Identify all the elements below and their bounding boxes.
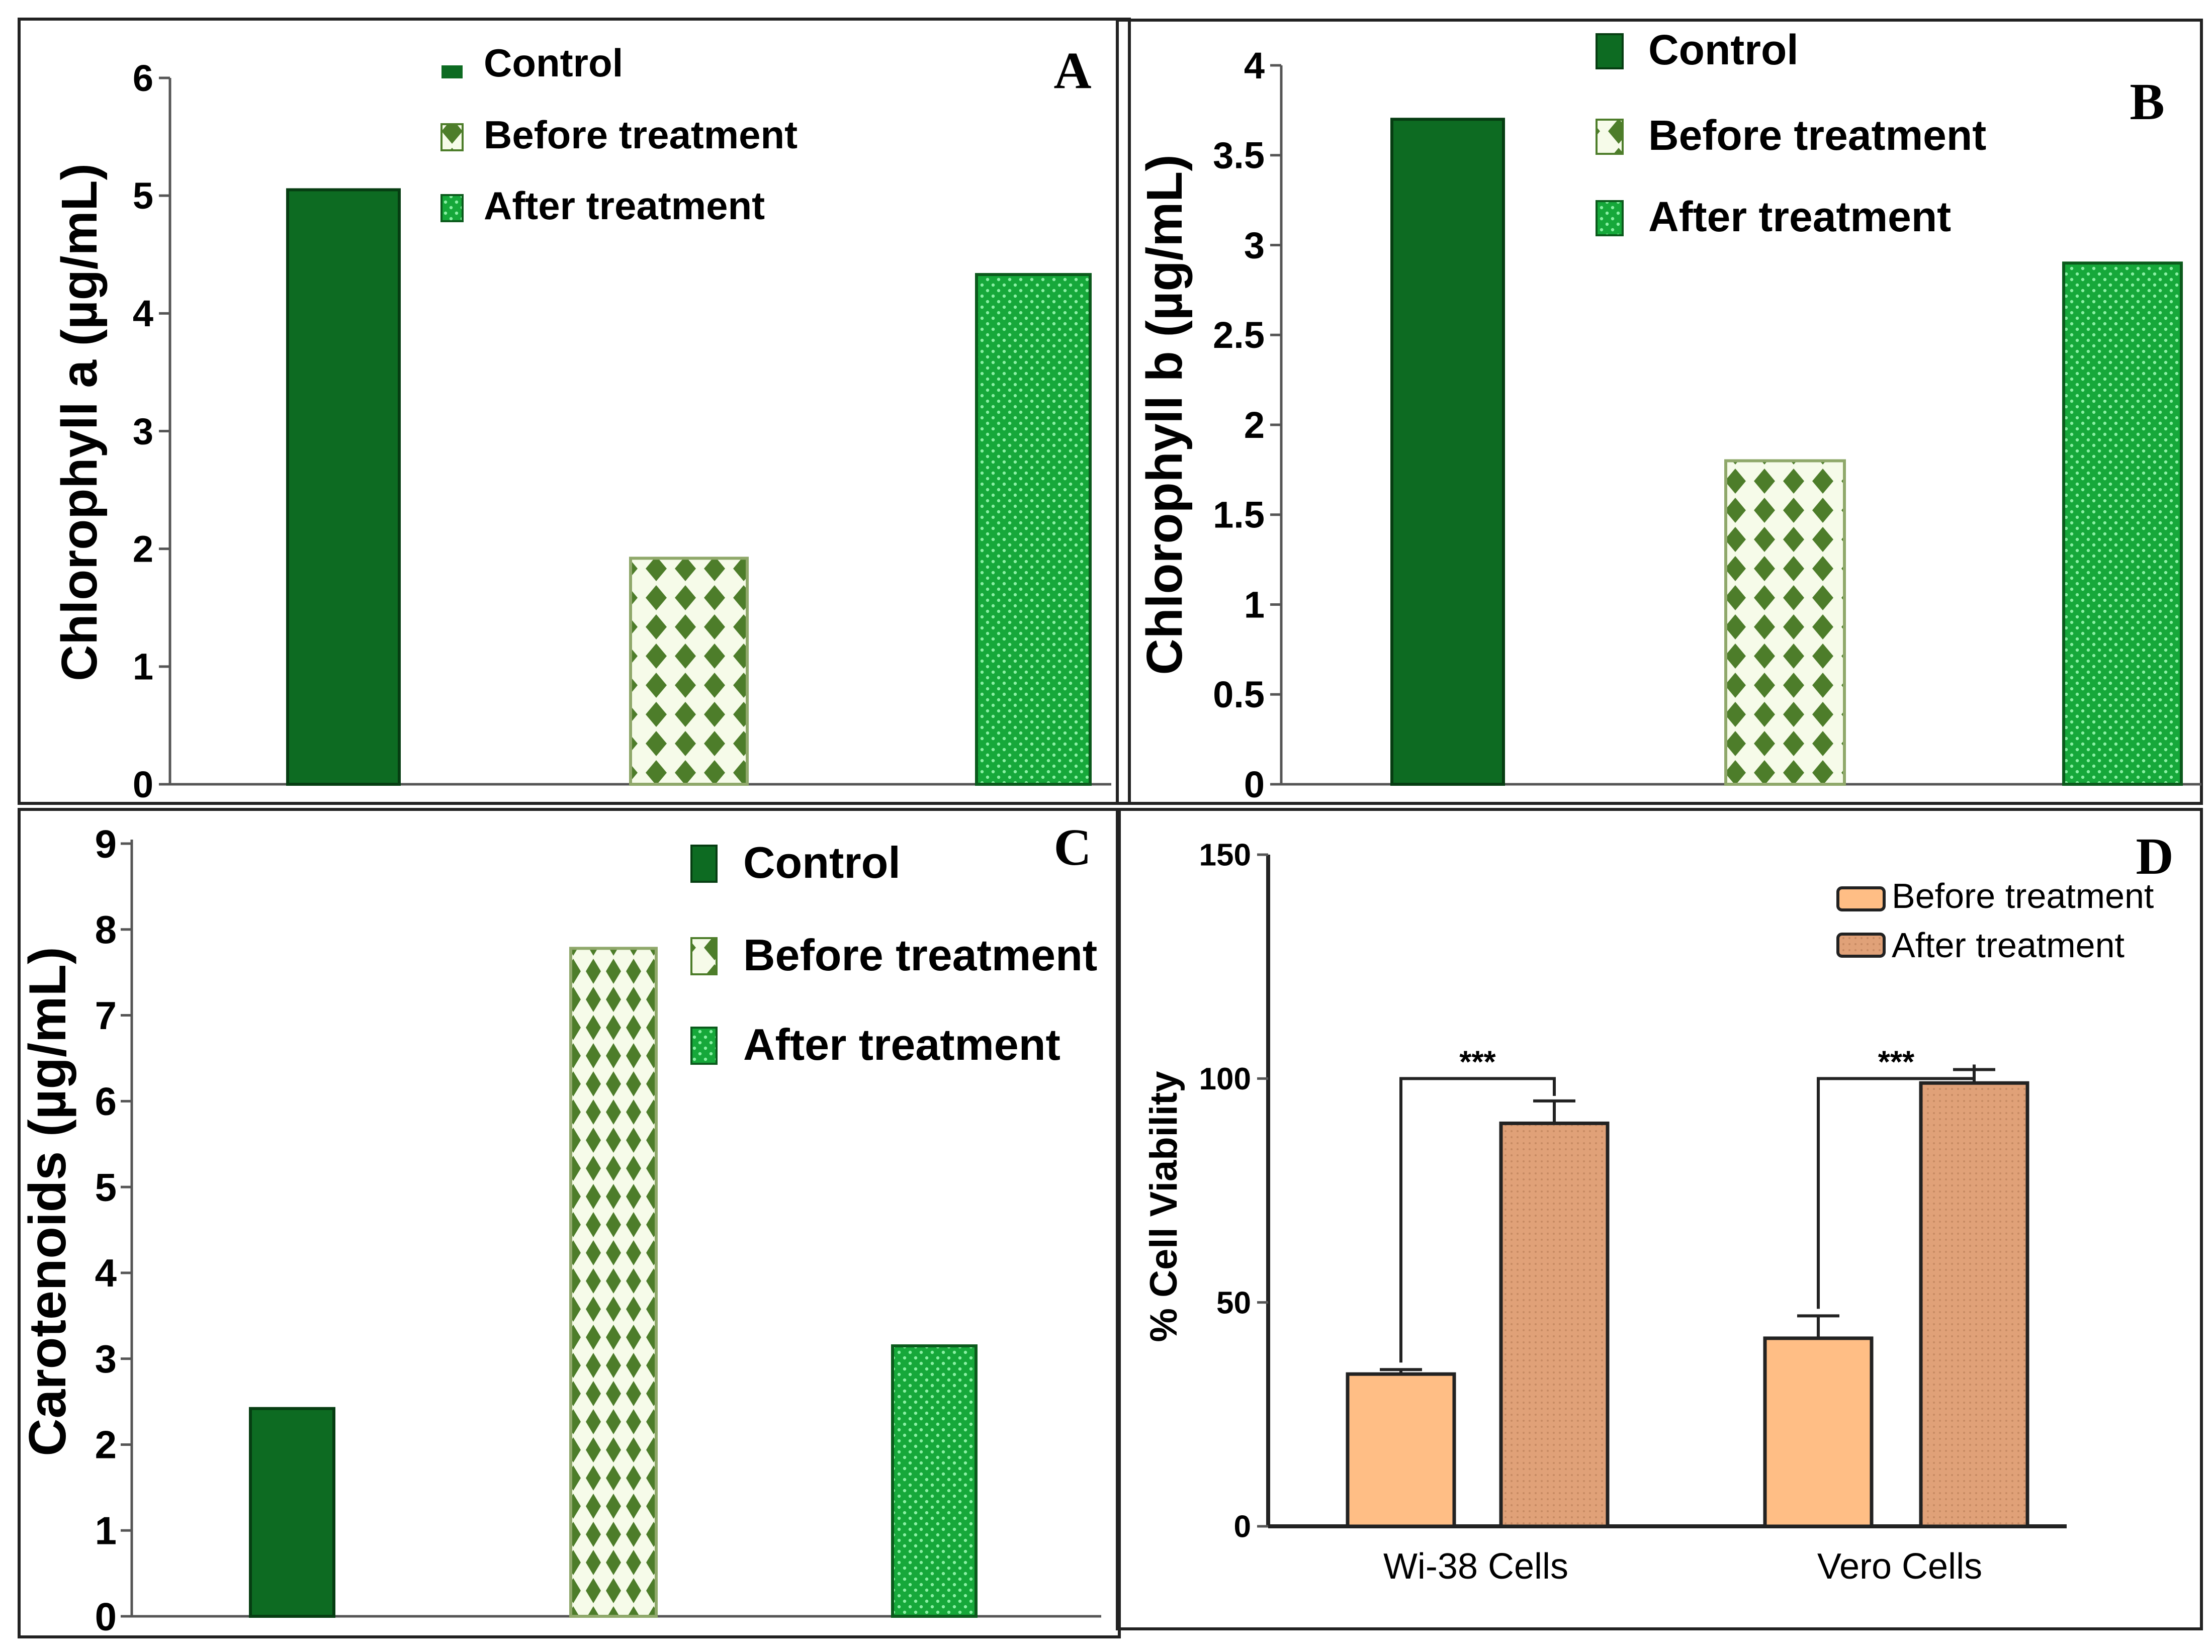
chart-a-legend-control-swatch bbox=[441, 65, 463, 78]
chart-b-ytick-label: 3 bbox=[1244, 224, 1265, 266]
panel-d-label: D bbox=[2136, 828, 2173, 885]
chart-d-bar-after bbox=[1499, 1121, 1610, 1528]
chart-a-ytick-label: 1 bbox=[133, 646, 153, 688]
chart-c-ytick-label: 9 bbox=[95, 821, 117, 866]
chart-d-legend-before-swatch bbox=[1836, 886, 1886, 911]
chart-c-ytick-label: 4 bbox=[95, 1251, 117, 1295]
chart-a-ytick-label: 3 bbox=[133, 410, 153, 452]
chart-a-legend: Control Before treatment After treatment bbox=[440, 41, 798, 228]
chart-c-ytick-label: 8 bbox=[95, 907, 117, 952]
panel-b-frame bbox=[1116, 19, 2203, 805]
chart-b-legend-before-swatch bbox=[1596, 119, 1624, 155]
chart-b-ytick-label: 1 bbox=[1244, 584, 1265, 625]
chart-d-significance-label: *** bbox=[1878, 1045, 1915, 1079]
chart-c-ytick-label: 0 bbox=[95, 1594, 117, 1638]
chart-c-ytick-label: 7 bbox=[95, 993, 117, 1038]
chart-a-ytick-label: 6 bbox=[133, 57, 153, 99]
chart-a-ytick-label: 0 bbox=[133, 764, 153, 805]
chart-c-legend: Control Before treatment After treatment bbox=[690, 838, 1097, 1069]
chart-d-ytick-label: 50 bbox=[1216, 1286, 1251, 1320]
chart-b: Chlorophyll b (µg/mL) 00.511.522.533.54 … bbox=[1136, 26, 2201, 805]
chart-a-ytick-label: 2 bbox=[133, 528, 153, 570]
chart-b-ytick-label: 1.5 bbox=[1213, 494, 1265, 536]
chart-c-ytick-label: 1 bbox=[95, 1509, 117, 1553]
chart-c-legend-before: Before treatment bbox=[743, 930, 1097, 980]
chart-c-legend-after-swatch bbox=[690, 1027, 718, 1065]
chart-d-xtick-label: Wi-38 Cells bbox=[1383, 1546, 1568, 1587]
chart-c-legend-control: Control bbox=[743, 838, 901, 887]
chart-d-ytick-label: 150 bbox=[1199, 838, 1251, 873]
chart-d: % Cell Viability 0 50 100 150 *** Wi-38 Cell… bbox=[1142, 838, 2154, 1587]
chart-a-legend-before-swatch bbox=[440, 123, 464, 151]
chart-c-legend-before-swatch bbox=[690, 937, 718, 975]
chart-b-legend-control-swatch bbox=[1596, 33, 1624, 69]
chart-b-legend-after-swatch bbox=[1596, 200, 1624, 236]
chart-c-bar-control bbox=[249, 1407, 335, 1618]
chart-b-ytick-label: 0 bbox=[1244, 764, 1265, 805]
chart-c-ytick-label: 3 bbox=[95, 1337, 117, 1381]
chart-c-ytick-label: 2 bbox=[95, 1423, 117, 1467]
chart-d-ylabel: % Cell Viability bbox=[1142, 1071, 1185, 1342]
chart-b-legend-before: Before treatment bbox=[1648, 112, 1986, 159]
panel-c-frame bbox=[18, 808, 1121, 1638]
chart-c-ytick-label: 5 bbox=[95, 1165, 117, 1209]
chart-c: Carotenoids (µg/mL) 0 1 2 3 4 5 6 7 8 9 Control B… bbox=[19, 821, 1101, 1638]
chart-d-ytick-label: 100 bbox=[1199, 1062, 1251, 1096]
chart-a-legend-before: Before treatment bbox=[484, 113, 798, 157]
panel-a-label: A bbox=[1053, 42, 1091, 100]
chart-b-ytick-label: 4 bbox=[1244, 45, 1265, 86]
chart-a-bar-before bbox=[629, 557, 749, 786]
chart-a-bar-after bbox=[975, 273, 1092, 786]
chart-d-significance-bracket bbox=[1817, 1064, 1976, 1309]
chart-a-legend-after: After treatment bbox=[484, 183, 765, 228]
chart-d-significance-label: *** bbox=[1459, 1045, 1496, 1079]
panel-a-frame bbox=[18, 18, 1131, 805]
chart-c-legend-control-swatch bbox=[690, 845, 718, 883]
panel-b-label: B bbox=[2130, 73, 2164, 131]
chart-d-legend: Before treatment After treatment bbox=[1836, 876, 2154, 965]
chart-a-bar-control bbox=[286, 188, 401, 786]
chart-c-ytick-label: 6 bbox=[95, 1079, 117, 1124]
chart-a-ytick-label: 4 bbox=[133, 293, 153, 334]
chart-b-bar-before bbox=[1724, 459, 1846, 786]
chart-d-bar-after bbox=[1919, 1081, 2029, 1528]
chart-a-legend-after-swatch bbox=[440, 194, 464, 222]
chart-d-legend-after-swatch bbox=[1836, 933, 1886, 958]
chart-b-bar-control bbox=[1390, 118, 1505, 786]
chart-b-legend-control: Control bbox=[1648, 26, 1799, 73]
chart-a-ylabel: Chlorophyll a (µg/mL) bbox=[51, 163, 108, 681]
chart-a-ytick-label: 5 bbox=[133, 175, 153, 217]
chart-c-bar-after bbox=[891, 1344, 978, 1618]
chart-d-legend-after: After treatment bbox=[1892, 926, 2125, 965]
chart-d-bar-before bbox=[1346, 1372, 1456, 1528]
chart-b-ytick-label: 2 bbox=[1244, 404, 1265, 446]
chart-b-ytick-label: 2.5 bbox=[1213, 314, 1265, 356]
chart-b-legend: Control Before treatment After treatment bbox=[1596, 26, 1986, 240]
chart-d-bar-before bbox=[1763, 1336, 1874, 1528]
panel-c-label: C bbox=[1053, 818, 1091, 876]
chart-d-xtick-label: Vero Cells bbox=[1817, 1546, 1982, 1587]
chart-a-legend-control: Control bbox=[484, 41, 623, 85]
chart-c-ylabel: Carotenoids (µg/mL) bbox=[19, 947, 77, 1456]
chart-d-significance-bracket bbox=[1399, 1077, 1556, 1363]
chart-b-bar-after bbox=[2062, 261, 2183, 786]
chart-a: Chlorophyll a (µg/mL) 0 1 2 3 4 5 6 Control Be… bbox=[51, 41, 1111, 805]
chart-b-ytick-label: 0.5 bbox=[1213, 674, 1265, 715]
chart-b-ylabel: Chlorophyll b (µg/mL) bbox=[1136, 154, 1193, 675]
panel-d-frame bbox=[1116, 808, 2203, 1630]
chart-c-legend-after: After treatment bbox=[743, 1020, 1060, 1069]
chart-c-bar-before bbox=[569, 947, 658, 1618]
chart-d-legend-before: Before treatment bbox=[1892, 876, 2154, 915]
chart-b-legend-after: After treatment bbox=[1648, 193, 1951, 240]
chart-b-ytick-label: 3.5 bbox=[1213, 135, 1265, 176]
chart-d-ytick-label: 0 bbox=[1234, 1510, 1251, 1544]
